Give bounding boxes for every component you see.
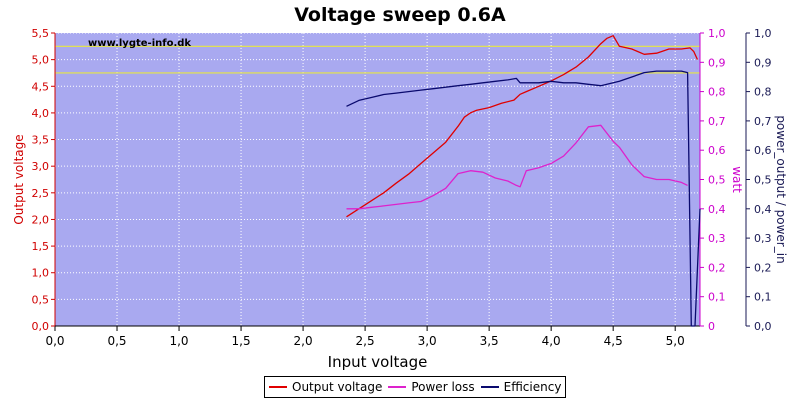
- y-right2-tick-label: 0,7: [754, 115, 772, 128]
- y-left-axis-label: Output voltage: [12, 134, 26, 224]
- series-output-voltage: [346, 35, 699, 218]
- legend-label-efficiency: Efficiency: [503, 380, 562, 394]
- x-tick-label: 0,0: [45, 334, 64, 348]
- y-left-tick-label: 3,0: [32, 160, 50, 173]
- y-left-tick-label: 2,5: [32, 187, 50, 200]
- x-tick-label: 1,5: [232, 334, 251, 348]
- y-right2-tick-label: 0,4: [754, 203, 772, 216]
- chart-legend: Output voltage Power loss Efficiency: [264, 376, 567, 398]
- y-right2-tick-label: 0,6: [754, 144, 772, 157]
- y-right1-tick-label: 0,8: [708, 86, 726, 99]
- x-tick-label: 3,5: [480, 334, 499, 348]
- legend-item-power-loss: Power loss: [388, 380, 475, 394]
- y-right2-tick-label: 0,5: [754, 174, 772, 187]
- legend-item-output-voltage: Output voltage: [269, 380, 382, 394]
- y-right2-tick-label: 0,3: [754, 232, 772, 245]
- x-tick-label: 4,0: [542, 334, 561, 348]
- y-right1-tick-label: 0,2: [708, 261, 726, 274]
- y-right2-tick-label: 0,1: [754, 291, 772, 304]
- y-left-tick-label: 1,0: [32, 267, 50, 280]
- y-right1-axis-label: watt: [730, 166, 744, 193]
- y-right2-tick-label: 0,8: [754, 86, 772, 99]
- legend-swatch-power-loss: [388, 386, 407, 388]
- series-efficiency: [346, 70, 701, 327]
- legend-label-output-voltage: Output voltage: [292, 380, 383, 394]
- legend-swatch-output-voltage: [269, 386, 287, 388]
- y-left-tick-label: 5,0: [32, 54, 50, 67]
- y-left-tick-label: 4,0: [32, 107, 50, 120]
- legend-swatch-efficiency: [480, 386, 499, 388]
- x-axis-label: Input voltage: [328, 353, 428, 371]
- plot-area: [55, 33, 700, 326]
- y-right1-tick-label: 0,9: [708, 56, 726, 69]
- x-tick-label: 4,5: [604, 334, 623, 348]
- y-right1-tick-label: 0,5: [708, 174, 726, 187]
- y-right1-tick-label: 0: [708, 320, 715, 333]
- y-right2-tick-label: 1,0: [754, 27, 772, 40]
- y-right2-tick-label: 0,9: [754, 56, 772, 69]
- y-right1-tick-label: 0,4: [708, 203, 726, 216]
- legend-item-efficiency: Efficiency: [480, 380, 562, 394]
- y-left-tick-label: 2,0: [32, 213, 50, 226]
- watermark-text: www.lygte-info.dk: [88, 38, 191, 49]
- y-left-tick-label: 0,5: [32, 293, 50, 306]
- y-left-tick-label: 4,5: [32, 80, 50, 93]
- series-power-loss: [346, 124, 688, 210]
- x-tick-label: 5,0: [666, 334, 685, 348]
- y-right1-tick-label: 0,1: [708, 291, 726, 304]
- chart-title: Voltage sweep 0.6A: [294, 4, 506, 26]
- y-left-tick-label: 5,5: [32, 27, 50, 40]
- x-tick-label: 2,0: [294, 334, 313, 348]
- y-right1-tick-label: 1,0: [708, 27, 726, 40]
- x-tick-label: 3,0: [418, 334, 437, 348]
- x-tick-label: 2,5: [356, 334, 375, 348]
- legend-label-power-loss: Power loss: [411, 380, 475, 394]
- x-tick-label: 0,5: [107, 334, 126, 348]
- y-left-tick-label: 3,5: [32, 134, 50, 147]
- y-right2-tick-label: 0,2: [754, 261, 772, 274]
- y-right2-tick-label: 0,0: [754, 320, 772, 333]
- y-left-tick-label: 0,0: [32, 320, 50, 333]
- y-right1-tick-label: 0,6: [708, 144, 726, 157]
- y-right2-axis-label: power_output / power_in: [774, 115, 788, 263]
- y-left-tick-label: 1,5: [32, 240, 50, 253]
- y-right1-tick-label: 0,3: [708, 232, 726, 245]
- x-tick-label: 1,0: [169, 334, 188, 348]
- y-right1-tick-label: 0,7: [708, 115, 726, 128]
